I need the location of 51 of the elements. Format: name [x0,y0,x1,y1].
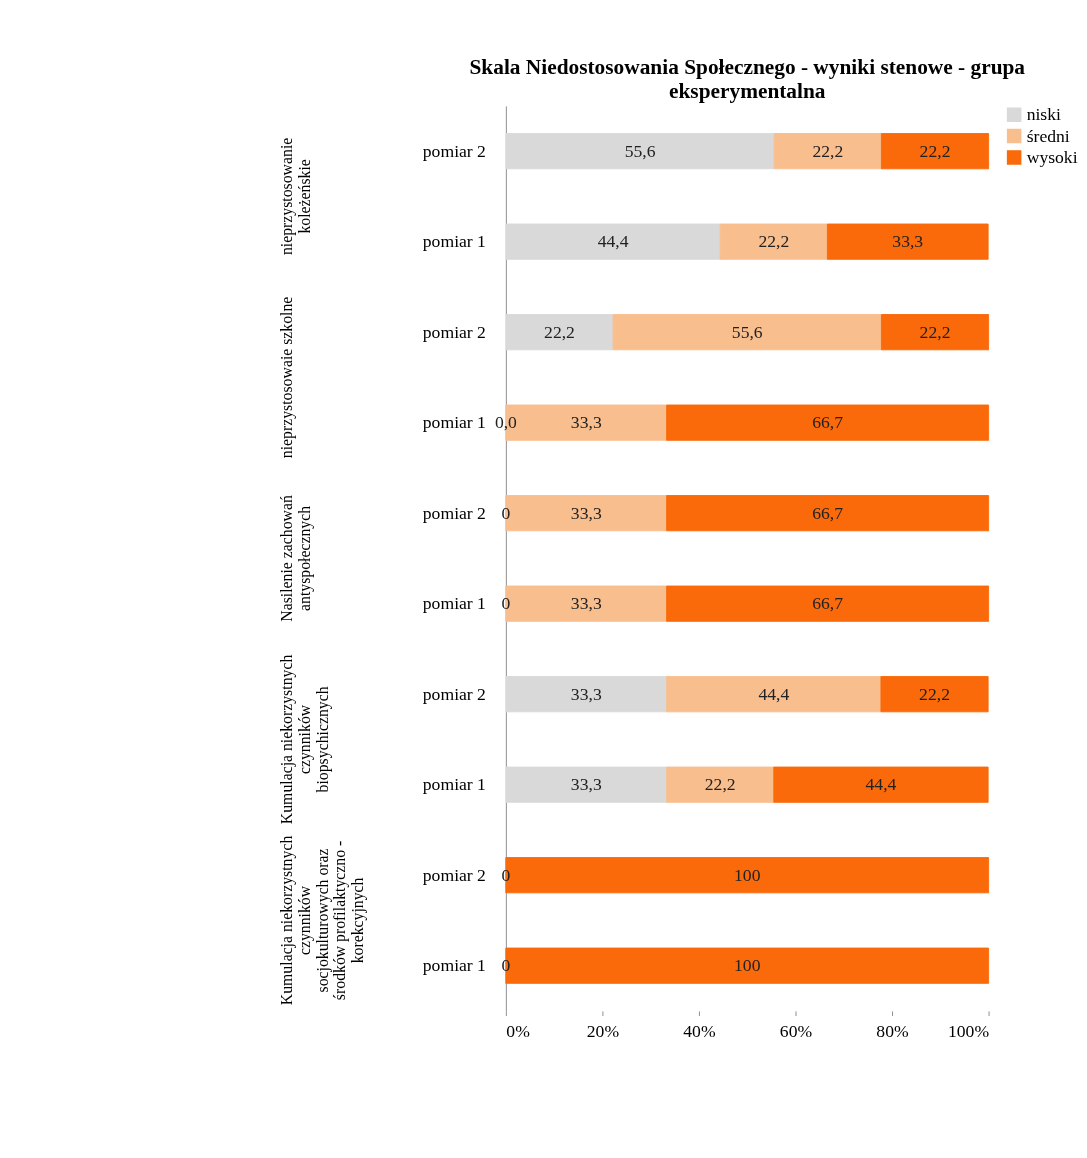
data-label: 22,2 [812,140,844,161]
data-label: 33,3 [570,412,602,433]
x-tick-label: 40% [683,1021,716,1042]
data-label: 22,2 [544,321,575,342]
data-label: 55,6 [731,321,763,342]
y-tick-label: pomiar 2 [422,321,486,342]
data-label: 0,0 [494,412,518,433]
data-label: 33,3 [570,593,602,614]
text: Kumulacja niekorzystnych czynników biopsychicznych [278,654,332,825]
x-tick-label: 0% [506,1021,531,1042]
x-tick-label: 100% [947,1021,990,1042]
data-label: 66,7 [812,593,844,614]
data-label: 22,2 [919,321,951,342]
data-label: 22,2 [919,140,951,161]
y-tick-label: pomiar 1 [422,955,486,976]
data-label: 33,3 [570,683,602,704]
text: Kumulacja niekorzystnych czynników socjokulturowych oraz środków profilaktyczno - korekcyjnych [278,835,367,1006]
text: nieprzystosowanie koleżeńskie [278,137,314,256]
y-tick-label: pomiar 1 [422,231,486,252]
data-label: 22,2 [758,231,790,252]
legend-label: wysoki [1026,146,1078,167]
data-label: 22,2 [704,774,736,795]
y-tick-label: pomiar 2 [422,683,486,704]
y-tick-label: pomiar 2 [422,864,486,885]
data-label: 0 [501,593,511,614]
data-label: 100 [734,955,761,976]
data-label: 33,3 [570,502,602,523]
text: Nasilenie zachowań antyspołecznych [278,495,315,622]
data-label: 22,2 [919,683,950,704]
text: nieprzystosowaie szkolne [278,296,297,459]
data-label: 33,3 [570,774,602,795]
data-label: 44,4 [865,774,897,795]
data-label: 0 [501,502,511,523]
data-label: 66,7 [812,502,844,523]
y-tick-label: pomiar 2 [422,502,486,523]
data-label: 44,4 [758,683,790,704]
data-label: 33,3 [892,231,924,252]
chart-title: Skala Niedostosowania Społecznego - wyniki stenowe - grupa eksperymentalna [469,55,1026,103]
data-label: 100 [734,864,761,885]
x-tick-label: 20% [586,1021,620,1042]
legend-label: średni [1026,125,1070,146]
data-label: 66,7 [812,412,844,433]
data-label: 44,4 [597,231,629,252]
legend-label: niski [1026,104,1062,125]
y-tick-label: pomiar 1 [422,412,486,433]
y-tick-label: pomiar 2 [422,140,486,161]
x-tick-label: 80% [876,1021,909,1042]
y-tick-label: pomiar 1 [422,774,486,795]
data-label: 55,6 [624,140,656,161]
x-tick-label: 60% [779,1021,813,1042]
y-tick-label: pomiar 1 [422,593,486,614]
